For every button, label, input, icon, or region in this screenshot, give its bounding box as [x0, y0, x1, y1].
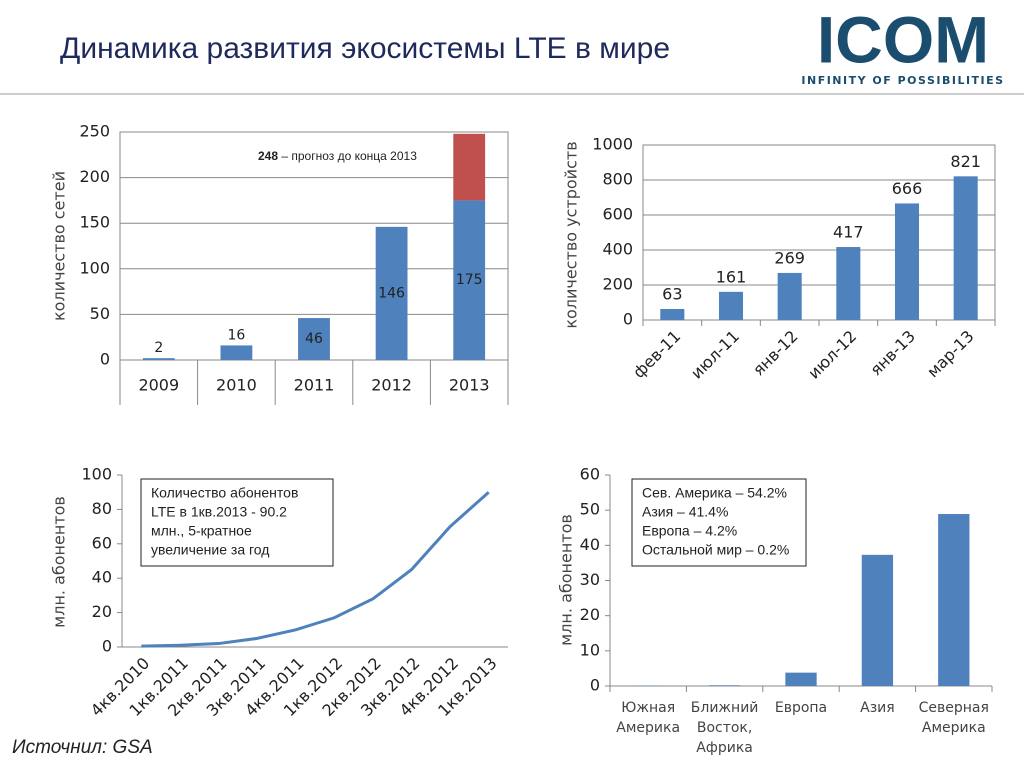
annotation-text: – прогноз до конца 2013	[281, 149, 417, 163]
source: Источнил: GSA	[12, 737, 153, 758]
y-tick-label: 600	[602, 205, 633, 224]
x-tick-label: Америка	[616, 720, 680, 736]
annotation-box	[631, 478, 807, 567]
x-tick-label: Азия	[860, 700, 895, 716]
y-axis-label: количество сетей	[50, 171, 69, 321]
y-tick-label: 0	[100, 350, 110, 369]
bar	[836, 247, 861, 320]
logo: ICOM	[817, 2, 989, 76]
logo-tagline: INFINITY OF POSSIBILITIES	[801, 74, 1004, 87]
annotation-line: Количество абонентов	[151, 485, 298, 501]
data-label: 269	[774, 248, 805, 267]
y-tick-label: 20	[580, 605, 600, 624]
x-tick-label: янв-12	[749, 327, 802, 380]
x-tick-label: Ближний	[691, 700, 759, 716]
y-axis-label: количество устройств	[562, 141, 581, 328]
annotation-line: LTE в 1кв.2013 - 90.2	[151, 504, 287, 520]
annotation-line: Азия – 41.4%	[642, 504, 728, 520]
bar	[785, 672, 817, 686]
x-tick-label: Восток,	[697, 720, 753, 736]
y-tick-label: 150	[79, 213, 110, 232]
x-tick-label: мар-13	[923, 327, 978, 382]
annotation-value: 248	[258, 149, 278, 163]
slide-title: Динамика развития экосистемы LTE в мире	[60, 32, 670, 65]
y-tick-label: 100	[81, 465, 112, 484]
annotation: 248 – прогноз до конца 2013	[258, 149, 417, 163]
y-tick-label: 800	[602, 170, 633, 189]
data-label: 16	[227, 327, 245, 343]
plot-frame	[642, 144, 996, 321]
bar	[142, 358, 175, 360]
x-tick-label: 2009	[138, 376, 179, 395]
annotation-line: увеличение за год	[151, 542, 269, 558]
y-tick-label: 0	[102, 637, 112, 656]
y-tick-label: 80	[92, 499, 112, 518]
y-tick-label: 250	[79, 122, 110, 141]
x-tick-label: Северная	[919, 700, 989, 716]
bar	[708, 685, 741, 686]
y-tick-label: 10	[580, 640, 600, 659]
x-tick-label: 2011	[294, 376, 335, 395]
x-tick-label: фев-11	[629, 327, 684, 382]
y-tick-label: 400	[602, 240, 633, 259]
bar	[777, 272, 802, 320]
data-label: 146	[378, 285, 405, 301]
line	[141, 491, 490, 648]
x-tick-label: 2012	[371, 376, 412, 395]
bar	[894, 203, 920, 320]
x-tick-label: июл-11	[687, 327, 743, 383]
bar	[298, 318, 330, 360]
bar	[718, 291, 744, 320]
annotation-line: Сев. Америка – 54.2%	[642, 485, 787, 501]
y-tick-label: 50	[90, 304, 110, 323]
y-tick-label: 40	[92, 568, 112, 587]
y-axis-label: млн. абонентов	[557, 514, 576, 646]
y-tick-label: 1000	[592, 135, 633, 154]
x-tick-label: Америка	[922, 720, 986, 736]
x-tick-label: Европа	[775, 700, 827, 716]
y-tick-label: 50	[580, 500, 600, 519]
data-label: 821	[950, 152, 981, 171]
x-tick-label: июл-12	[804, 327, 860, 383]
bar	[375, 226, 408, 360]
y-axis-label: млн. абонентов	[50, 496, 69, 628]
data-label: 666	[892, 179, 923, 198]
annotation-line: Европа – 4.2%	[642, 523, 737, 539]
y-tick-label: 0	[590, 676, 600, 695]
bar	[953, 176, 978, 320]
x-tick-label: Африка	[696, 740, 753, 756]
y-tick-label: 40	[580, 535, 600, 554]
y-tick-label: 200	[602, 275, 633, 294]
bar	[453, 133, 486, 201]
bar	[660, 308, 685, 320]
x-tick-label: янв-13	[866, 327, 919, 380]
data-label: 2	[154, 340, 163, 356]
x-tick-label: 2010	[216, 376, 257, 395]
y-tick-label: 60	[580, 465, 600, 484]
y-tick-label: 60	[92, 533, 112, 552]
data-label: 63	[662, 284, 682, 303]
bar	[453, 200, 486, 360]
bar	[220, 345, 253, 360]
annotation-line: млн., 5-кратное	[151, 523, 252, 539]
data-label: 417	[833, 223, 864, 242]
annotation-box	[140, 478, 334, 567]
annotation-line: Остальной мир – 0.2%	[642, 542, 789, 558]
data-label: 175	[456, 272, 483, 288]
bar	[861, 554, 894, 686]
data-label: 46	[305, 331, 323, 347]
y-tick-label: 200	[79, 167, 110, 186]
y-tick-label: 100	[79, 258, 110, 277]
x-tick-label: 2013	[449, 376, 490, 395]
bar	[938, 514, 970, 686]
data-label: 161	[716, 267, 747, 286]
y-tick-label: 30	[580, 570, 600, 589]
y-tick-label: 0	[623, 310, 633, 329]
x-tick-label: Южная	[621, 700, 675, 716]
y-tick-label: 20	[92, 602, 112, 621]
